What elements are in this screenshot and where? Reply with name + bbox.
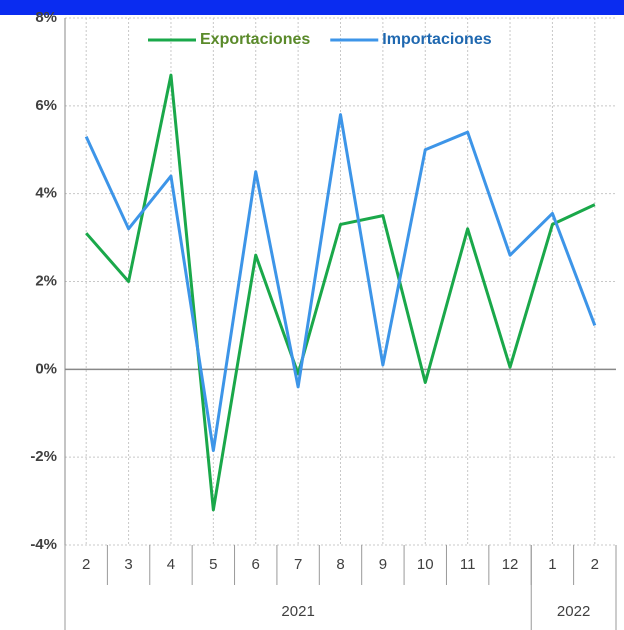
y-tick-label: 2% bbox=[35, 272, 57, 289]
x-tick-label: 2 bbox=[591, 556, 599, 573]
x-tick-label: 10 bbox=[417, 556, 434, 573]
x-tick-label: 12 bbox=[502, 556, 519, 573]
x-tick-label: 9 bbox=[379, 556, 387, 573]
legend-label: Importaciones bbox=[382, 31, 491, 48]
x-tick-label: 6 bbox=[252, 556, 260, 573]
x-tick-label: 4 bbox=[167, 556, 175, 573]
group-label: 2021 bbox=[281, 603, 314, 620]
legend-label: Exportaciones bbox=[200, 31, 310, 48]
y-tick-label: 0% bbox=[35, 360, 57, 377]
x-tick-label: 3 bbox=[124, 556, 132, 573]
y-tick-label: -4% bbox=[30, 536, 57, 553]
x-tick-label: 5 bbox=[209, 556, 217, 573]
y-tick-label: 4% bbox=[35, 185, 57, 202]
top-bar bbox=[0, 0, 624, 15]
series-line bbox=[85, 73, 596, 512]
x-tick-label: 2 bbox=[82, 556, 90, 573]
x-tick-label: 11 bbox=[460, 556, 476, 573]
y-tick-label: 6% bbox=[35, 97, 57, 114]
series-line bbox=[84, 113, 597, 453]
group-label: 2022 bbox=[557, 603, 590, 620]
x-tick-label: 8 bbox=[336, 556, 344, 573]
y-tick-label: -2% bbox=[30, 448, 57, 465]
x-tick-label: 1 bbox=[548, 556, 556, 573]
y-tick-label: 8% bbox=[35, 9, 57, 26]
x-tick-label: 7 bbox=[294, 556, 302, 573]
